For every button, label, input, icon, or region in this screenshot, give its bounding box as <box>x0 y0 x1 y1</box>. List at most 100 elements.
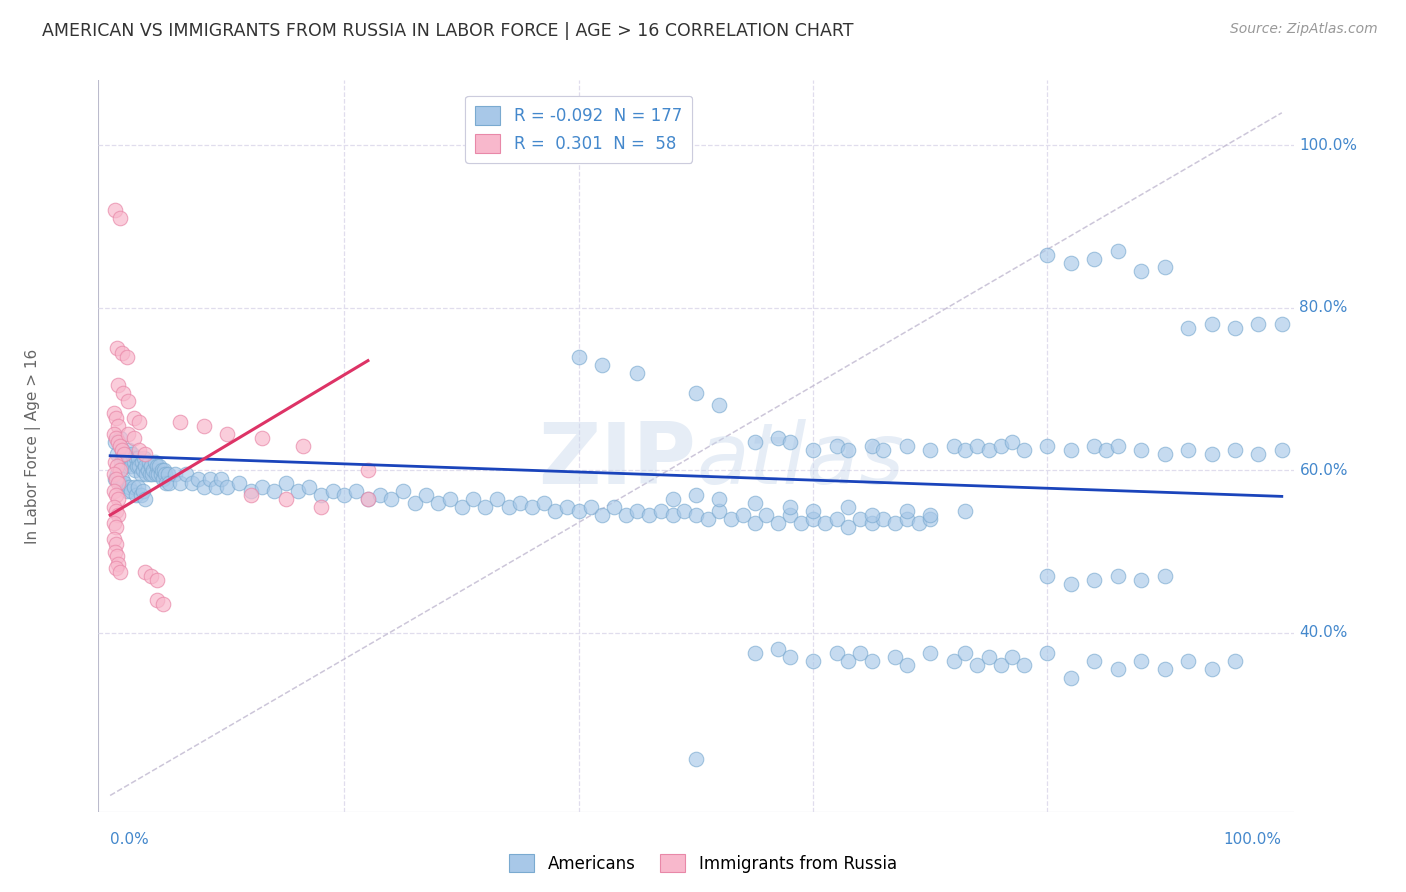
Point <box>112 386 135 401</box>
Point <box>115 447 138 461</box>
Point <box>105 536 128 550</box>
Point <box>105 520 128 534</box>
Point <box>1107 244 1129 258</box>
Point <box>801 504 824 518</box>
Point <box>439 491 461 506</box>
Point <box>118 443 141 458</box>
Point <box>115 350 138 364</box>
Point <box>112 451 135 466</box>
Point <box>920 646 942 660</box>
Point <box>149 467 172 482</box>
Point <box>544 504 567 518</box>
Point <box>122 431 145 445</box>
Point <box>474 500 496 514</box>
Point <box>105 549 128 563</box>
Point <box>128 415 150 429</box>
Point <box>111 443 134 458</box>
Point <box>121 447 143 461</box>
Point <box>105 410 128 425</box>
Point <box>108 463 131 477</box>
Point <box>591 508 613 522</box>
Point <box>127 451 149 466</box>
Point <box>626 504 648 518</box>
Point <box>977 443 1000 458</box>
Point <box>211 471 233 485</box>
Point <box>287 483 309 498</box>
Point <box>837 500 859 514</box>
Point <box>1271 443 1294 458</box>
Point <box>860 516 883 531</box>
Point <box>603 500 626 514</box>
Point <box>1130 654 1153 668</box>
Point <box>146 459 169 474</box>
Point <box>357 491 380 506</box>
Point <box>145 467 167 482</box>
Point <box>132 483 155 498</box>
Point <box>849 646 872 660</box>
Point <box>103 467 125 482</box>
Point <box>148 459 170 474</box>
Point <box>114 459 136 474</box>
Text: 40.0%: 40.0% <box>1299 625 1348 640</box>
Text: atlas: atlas <box>696 419 904 502</box>
Point <box>107 557 129 571</box>
Point <box>239 488 262 502</box>
Point <box>134 447 156 461</box>
Point <box>187 471 209 485</box>
Point <box>128 443 150 458</box>
Point <box>103 500 125 514</box>
Point <box>263 483 285 498</box>
Point <box>125 488 148 502</box>
Point <box>107 378 129 392</box>
Point <box>779 434 801 449</box>
Point <box>174 467 197 482</box>
Point <box>720 512 742 526</box>
Text: Source: ZipAtlas.com: Source: ZipAtlas.com <box>1230 22 1378 37</box>
Point <box>990 658 1012 673</box>
Point <box>555 500 578 514</box>
Text: 60.0%: 60.0% <box>1299 463 1348 478</box>
Point <box>292 439 315 453</box>
Point <box>169 475 191 490</box>
Text: In Labor Force | Age > 16: In Labor Force | Age > 16 <box>25 349 41 543</box>
Point <box>105 342 128 356</box>
Point <box>907 516 929 531</box>
Point <box>837 654 859 668</box>
Point <box>127 459 149 474</box>
Point <box>779 508 801 522</box>
Point <box>614 508 637 522</box>
Point <box>111 345 134 359</box>
Point <box>498 500 520 514</box>
Legend: R = -0.092  N = 177, R =  0.301  N =  58: R = -0.092 N = 177, R = 0.301 N = 58 <box>465 96 692 162</box>
Point <box>120 459 142 474</box>
Point <box>357 491 380 506</box>
Point <box>104 434 127 449</box>
Point <box>141 467 163 482</box>
Point <box>1083 654 1105 668</box>
Point <box>731 508 754 522</box>
Point <box>117 394 139 409</box>
Point <box>1177 443 1199 458</box>
Point <box>463 491 485 506</box>
Point <box>709 491 731 506</box>
Point <box>1012 658 1035 673</box>
Point <box>193 418 215 433</box>
Point <box>228 475 250 490</box>
Point <box>896 439 918 453</box>
Point <box>117 455 139 469</box>
Point <box>1060 443 1083 458</box>
Point <box>638 508 661 522</box>
Point <box>626 366 648 380</box>
Point <box>252 480 274 494</box>
Point <box>533 496 555 510</box>
Point <box>709 504 731 518</box>
Point <box>766 431 789 445</box>
Point <box>685 488 707 502</box>
Point <box>1001 434 1024 449</box>
Point <box>108 431 131 445</box>
Text: 100.0%: 100.0% <box>1223 832 1282 847</box>
Point <box>485 491 508 506</box>
Point <box>744 434 766 449</box>
Point <box>105 488 128 502</box>
Legend: Americans, Immigrants from Russia: Americans, Immigrants from Russia <box>502 847 904 880</box>
